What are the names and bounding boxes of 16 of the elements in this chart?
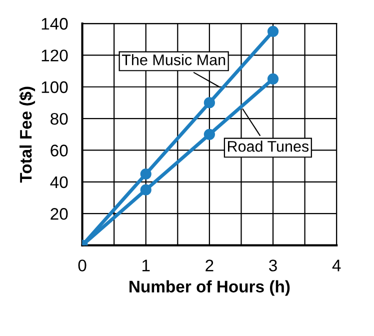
y-tick-label: 40 <box>50 176 68 188</box>
y-tick-label: 20 <box>50 208 68 220</box>
x-tick-label: 4 <box>332 260 341 272</box>
y-tick-label: 120 <box>42 50 68 62</box>
x-axis-title: Number of Hours (h) <box>130 280 290 296</box>
x-tick-label: 0 <box>78 260 86 272</box>
y-axis-title: Total Fee ($) <box>19 86 36 183</box>
x-tick-label: 1 <box>142 260 150 272</box>
y-tick-label: 100 <box>42 81 68 94</box>
x-tick-label: 3 <box>269 260 277 272</box>
series-label: Road Tunes <box>228 140 309 152</box>
y-tick-label: 80 <box>50 112 68 125</box>
series-label: The Music Man <box>122 54 226 66</box>
x-tick-label: 2 <box>206 260 214 272</box>
y-tick-label: 60 <box>50 144 68 156</box>
y-tick-label: 140 <box>42 18 68 30</box>
